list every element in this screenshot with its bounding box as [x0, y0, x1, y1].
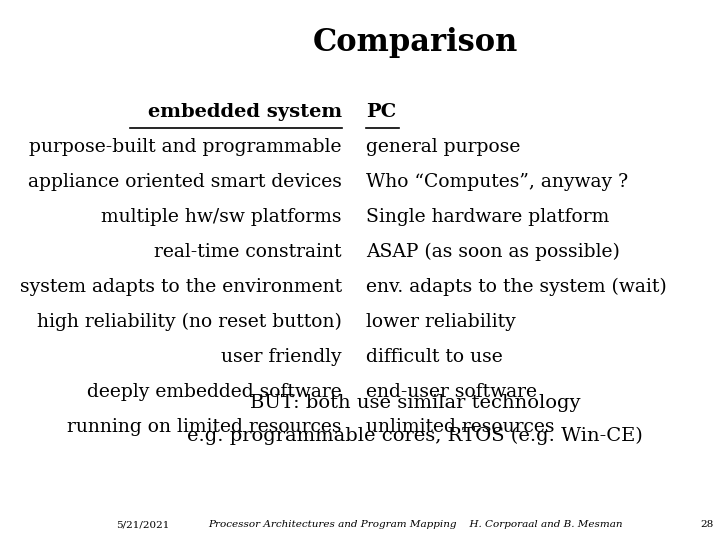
Text: deeply embedded software: deeply embedded software	[87, 383, 342, 401]
Text: appliance oriented smart devices: appliance oriented smart devices	[28, 173, 342, 191]
Text: 5/21/2021: 5/21/2021	[116, 520, 169, 529]
Text: env. adapts to the system (wait): env. adapts to the system (wait)	[366, 278, 667, 296]
Text: embedded system: embedded system	[148, 103, 342, 120]
Text: system adapts to the environment: system adapts to the environment	[19, 278, 342, 296]
Text: lower reliability: lower reliability	[366, 313, 516, 331]
Text: real-time constraint: real-time constraint	[154, 243, 342, 261]
Text: high reliability (no reset button): high reliability (no reset button)	[37, 313, 342, 332]
Text: Who “Computes”, anyway ?: Who “Computes”, anyway ?	[366, 173, 629, 191]
Text: Comparison: Comparison	[312, 27, 518, 58]
Text: Processor Architectures and Program Mapping    H. Corporaal and B. Mesman: Processor Architectures and Program Mapp…	[208, 520, 622, 529]
Text: general purpose: general purpose	[366, 138, 521, 156]
Text: BUT: both use similar technology: BUT: both use similar technology	[250, 394, 580, 412]
Text: unlimited resources: unlimited resources	[366, 418, 554, 436]
Text: 28: 28	[701, 520, 714, 529]
Text: difficult to use: difficult to use	[366, 348, 503, 366]
Text: user friendly: user friendly	[221, 348, 342, 366]
Text: multiple hw/sw platforms: multiple hw/sw platforms	[102, 208, 342, 226]
Text: running on limited resources: running on limited resources	[68, 418, 342, 436]
Text: e.g. programmable cores, RTOS (e.g. Win-CE): e.g. programmable cores, RTOS (e.g. Win-…	[187, 427, 643, 445]
Text: PC: PC	[366, 103, 397, 120]
Text: end-user software: end-user software	[366, 383, 537, 401]
Text: purpose-built and programmable: purpose-built and programmable	[30, 138, 342, 156]
Text: Single hardware platform: Single hardware platform	[366, 208, 610, 226]
Text: ASAP (as soon as possible): ASAP (as soon as possible)	[366, 243, 620, 261]
